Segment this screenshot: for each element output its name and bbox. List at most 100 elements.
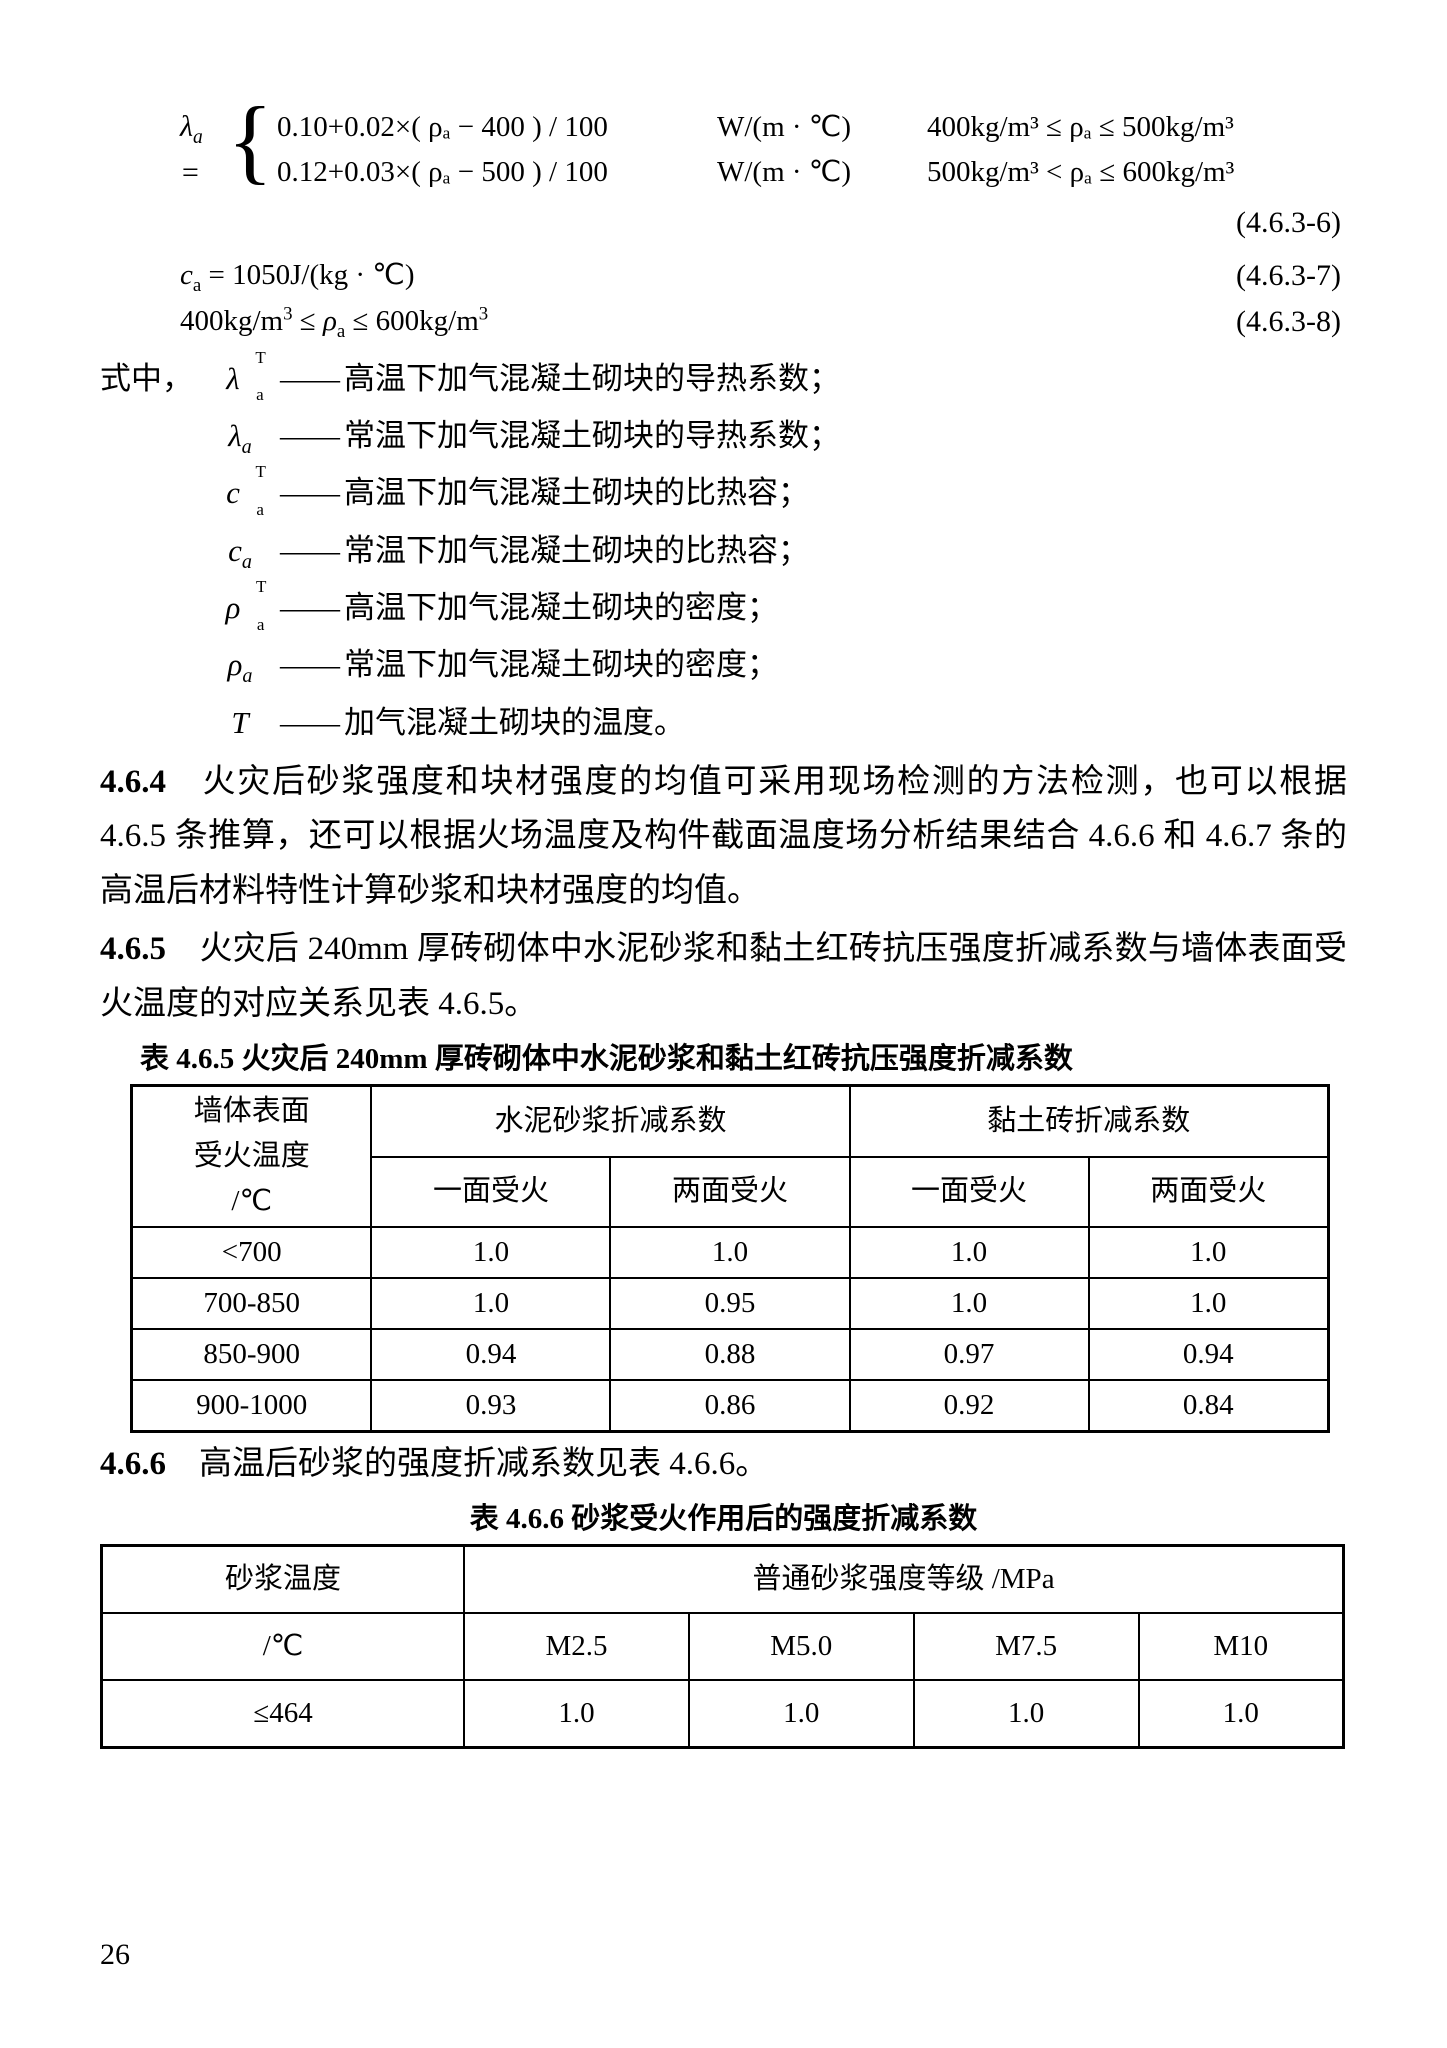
section-number: 4.6.6 [100,1446,166,1482]
eq-c-body: ca = 1050J/(kg · ℃) [180,253,1236,300]
cell: 0.94 [1089,1329,1329,1380]
cell: ≤464 [102,1680,465,1747]
table-row: 700-850 1.0 0.95 1.0 1.0 [132,1278,1329,1329]
th-m25: M2.5 [464,1613,689,1680]
cell: <700 [132,1227,372,1278]
eq-lambda-piecewise: λa = { 0.10+0.02×( ρₐ − 400 ) / 100 W/(m… [180,100,1347,247]
case-unit: W/(m · ℃) [717,105,927,150]
cell: 0.92 [850,1380,1089,1431]
th-m10: M10 [1139,1613,1344,1680]
definition: 常温下加气混凝土砌块的导热系数； [344,407,840,464]
eq-lambda-case-1: 0.10+0.02×( ρₐ − 400 ) / 100 W/(m · ℃) 4… [277,105,1347,150]
definition: 常温下加气混凝土砌块的密度； [344,636,778,693]
cell: 700-850 [132,1278,372,1329]
cell: 1.0 [464,1680,689,1747]
case-cond: 400kg/m³ ≤ ρₐ ≤ 500kg/m³ [927,105,1347,150]
cell: 0.84 [1089,1380,1329,1431]
table-header-row: 墙体表面 受火温度 /℃ 水泥砂浆折减系数 黏土砖折减系数 [132,1086,1329,1157]
where-row: ca —— 常温下加气混凝土砌块的比热容； [100,522,1347,579]
cell: 850-900 [132,1329,372,1380]
table-465-caption: 表 4.6.5 火灾后 240mm 厚砖砌体中水泥砂浆和黏土红砖抗压强度折减系数 [100,1037,1347,1082]
eq-tag-6: (4.6.3-6) [180,200,1347,247]
dash: —— [270,407,344,464]
eq-tag-8: (4.6.3-8) [1236,299,1347,346]
th-m50: M5.0 [689,1613,914,1680]
symbol: T [210,694,270,751]
table-header-row: 砂浆温度 普通砂浆强度等级 /MPa [102,1545,1344,1612]
table-row: 900-1000 0.93 0.86 0.92 0.84 [132,1380,1329,1431]
th-mortar: 水泥砂浆折减系数 [371,1086,849,1157]
eq-lambda-case-2: 0.12+0.03×( ρₐ − 500 ) / 100 W/(m · ℃) 5… [277,150,1347,195]
where-row: 式中， λTa —— 高温下加气混凝土砌块的导热系数； [100,350,1347,407]
eq-tag-7: (4.6.3-7) [1236,253,1347,300]
th-grade: 普通砂浆强度等级 /MPa [464,1545,1343,1612]
cell: 1.0 [1089,1227,1329,1278]
cell: 0.95 [610,1278,849,1329]
cell: 0.97 [850,1329,1089,1380]
cell: 1.0 [914,1680,1139,1747]
symbol: ρa [210,636,270,693]
dash: —— [270,636,344,693]
brace: { [227,100,277,200]
case-expr: 0.10+0.02×( ρₐ − 400 ) / 100 [277,105,717,150]
definition: 高温下加气混凝土砌块的密度； [344,579,778,636]
eq-lambda-body: λa = { 0.10+0.02×( ρₐ − 400 ) / 100 W/(m… [180,100,1347,200]
where-row: ρa —— 常温下加气混凝土砌块的密度； [100,636,1347,693]
cell: 1.0 [1089,1278,1329,1329]
symbol: ρTa [210,579,270,636]
where-row: λa —— 常温下加气混凝土砌块的导热系数； [100,407,1347,464]
case-unit: W/(m · ℃) [717,150,927,195]
definition: 常温下加气混凝土砌块的比热容； [344,522,809,579]
dash: —— [270,694,344,751]
definition: 加气混凝土砌块的温度。 [344,694,685,751]
dash: —— [270,464,344,521]
th-two-side: 两面受火 [1089,1157,1329,1227]
para-4-6-4: 4.6.4 火灾后砂浆强度和块材强度的均值可采用现场检测的方法检测，也可以根据 … [100,755,1347,918]
table-466: 砂浆温度 普通砂浆强度等级 /MPa /℃ M2.5 M5.0 M7.5 M10… [100,1544,1345,1749]
cell-text: /℃ [231,1185,272,1217]
table-466-caption: 表 4.6.6 砂浆受火作用后的强度折减系数 [100,1497,1347,1542]
th-mortar-temp-l1: 砂浆温度 [102,1545,465,1612]
table-row: 850-900 0.94 0.88 0.97 0.94 [132,1329,1329,1380]
page: λa = { 0.10+0.02×( ρₐ − 400 ) / 100 W/(m… [0,0,1447,2048]
where-row: cTa —— 高温下加气混凝土砌块的比热容； [100,464,1347,521]
table-subheader-row: /℃ M2.5 M5.0 M7.5 M10 [102,1613,1344,1680]
case-cond: 500kg/m³ < ρₐ ≤ 600kg/m³ [927,150,1347,195]
th-one-side: 一面受火 [850,1157,1089,1227]
cell: 1.0 [689,1680,914,1747]
where-label: 式中， [100,350,210,407]
section-number: 4.6.4 [100,764,166,800]
definition: 高温下加气混凝土砌块的导热系数； [344,350,840,407]
cell: 0.88 [610,1329,849,1380]
cell: 900-1000 [132,1380,372,1431]
dash: —— [270,522,344,579]
cell: 0.94 [371,1329,610,1380]
th-mortar-temp-l2: /℃ [102,1613,465,1680]
section-number: 4.6.5 [100,931,166,967]
cell: 0.93 [371,1380,610,1431]
th-m75: M7.5 [914,1613,1139,1680]
case-expr: 0.12+0.03×( ρₐ − 500 ) / 100 [277,150,717,195]
symbol: cTa [210,464,270,521]
where-row: ρTa —— 高温下加气混凝土砌块的密度； [100,579,1347,636]
eq-lambda-lhs: λa = [180,104,227,197]
where-row: T —— 加气混凝土砌块的温度。 [100,694,1347,751]
eq-rho-body: 400kg/m3 ≤ ρa ≤ 600kg/m3 [180,299,1236,346]
cell: 1.0 [850,1227,1089,1278]
para-4-6-6: 4.6.6 高温后砂浆的强度折减系数见表 4.6.6。 [100,1437,1347,1491]
cell: 1.0 [371,1278,610,1329]
dash: —— [270,579,344,636]
th-one-side: 一面受火 [371,1157,610,1227]
cell-text: 受火温度 [194,1140,310,1172]
para-text: 高温后砂浆的强度折减系数见表 4.6.6。 [166,1446,768,1482]
para-text: 火灾后砂浆强度和块材强度的均值可采用现场检测的方法检测，也可以根据 4.6.5 … [100,764,1347,909]
cell: 1.0 [1139,1680,1344,1747]
cell: 1.0 [610,1227,849,1278]
table-465: 墙体表面 受火温度 /℃ 水泥砂浆折减系数 黏土砖折减系数 一面受火 两面受火 … [130,1084,1330,1433]
para-4-6-5: 4.6.5 火灾后 240mm 厚砖砌体中水泥砂浆和黏土红砖抗压强度折减系数与墙… [100,922,1347,1031]
cell: 1.0 [850,1278,1089,1329]
definition: 高温下加气混凝土砌块的比热容； [344,464,809,521]
th-wall-temp: 墙体表面 受火温度 /℃ [132,1086,372,1227]
page-number: 26 [100,1932,130,1979]
where-block: 式中， λTa —— 高温下加气混凝土砌块的导热系数； λa —— 常温下加气混… [100,350,1347,751]
